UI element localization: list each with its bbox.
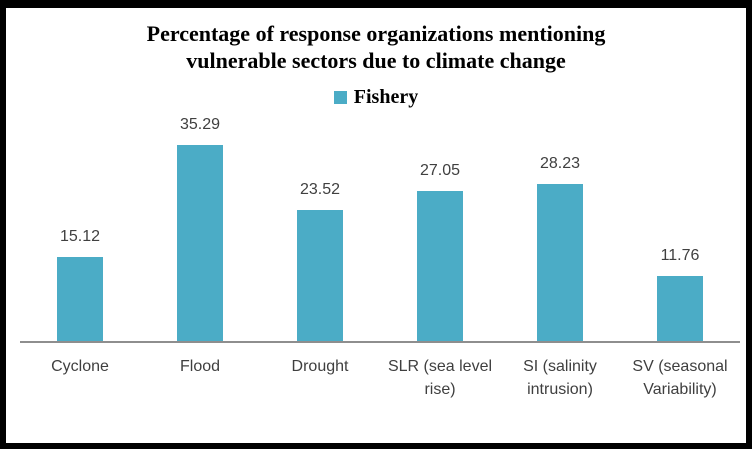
- bar-group: 23.52: [260, 181, 380, 341]
- chart-title: Percentage of response organizations men…: [6, 21, 746, 75]
- x-axis-line: [20, 340, 740, 343]
- bars-container: 15.12 35.29 23.52 27.05 28.23 11.76: [20, 115, 740, 341]
- bar-value-label: 23.52: [299, 180, 341, 198]
- bar: [57, 256, 103, 341]
- bar: [297, 209, 343, 341]
- bar: [657, 275, 703, 341]
- bar-group: 28.23: [500, 155, 620, 341]
- legend-swatch-icon: [333, 90, 347, 104]
- legend: Fishery: [6, 86, 746, 109]
- bar: [417, 190, 463, 341]
- bar-value-label: 28.23: [539, 154, 581, 172]
- chart-title-line-1: Percentage of response organizations men…: [146, 21, 606, 46]
- bar-value-label: 11.76: [660, 246, 700, 264]
- bar-group: 15.12: [20, 228, 140, 341]
- bar-value-label: 27.05: [419, 161, 461, 179]
- x-axis-labels: Cyclone Flood Drought SLR (sea level rise) S…: [20, 355, 740, 401]
- x-axis-category-label: Cyclone: [51, 357, 109, 375]
- bar-group: 11.76: [620, 247, 740, 341]
- x-axis-category-label: SI (salinity intrusion): [523, 357, 597, 398]
- chart-title-line-2: vulnerable sectors due to climate change: [186, 47, 566, 73]
- bar-value-label: 15.12: [59, 227, 101, 245]
- bar: [177, 144, 223, 341]
- bar: [537, 183, 583, 341]
- x-axis-category-label: SLR (sea level rise): [387, 357, 493, 398]
- x-axis-category-label: Flood: [179, 357, 221, 375]
- bar-value-label: 35.29: [179, 115, 221, 133]
- legend-series-label: Fishery: [353, 85, 419, 108]
- bar-group: 35.29: [140, 116, 260, 341]
- plot-area: 15.12 35.29 23.52 27.05 28.23 11.76 Cyclone Fl…: [20, 115, 740, 401]
- bar-group: 27.05: [380, 162, 500, 341]
- x-axis-category-label: Drought: [291, 357, 349, 375]
- x-axis-category-label: SV (seasonal Variability): [632, 357, 728, 398]
